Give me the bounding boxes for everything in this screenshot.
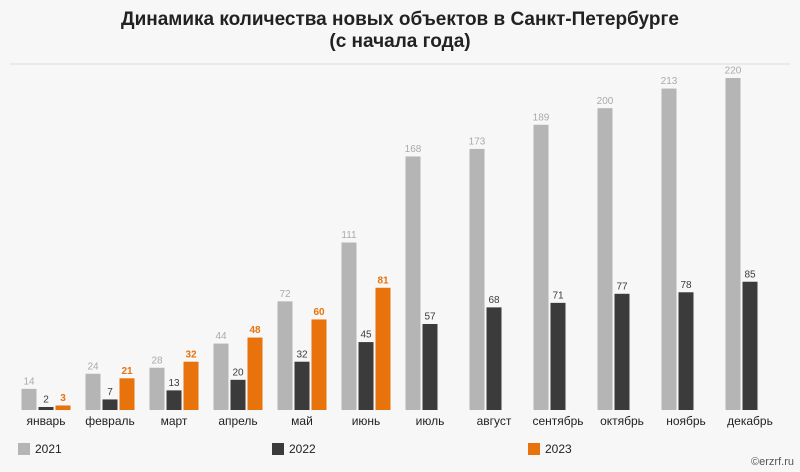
bar [230, 379, 246, 410]
bar [38, 406, 54, 410]
legend-swatch [528, 443, 540, 455]
value-label: 60 [313, 307, 325, 318]
value-label: 24 [87, 361, 99, 372]
bar [725, 78, 741, 410]
bar [661, 88, 677, 411]
x-tick-label: июль [416, 414, 445, 428]
x-tick-label: июнь [352, 414, 381, 428]
value-label: 20 [232, 367, 244, 378]
x-tick-label: август [477, 414, 512, 428]
bar [358, 342, 374, 410]
x-tick-label: март [161, 414, 188, 428]
x-tick-label: октябрь [600, 414, 644, 428]
value-label: 32 [296, 349, 308, 360]
value-label: 189 [533, 112, 550, 123]
bar [183, 361, 199, 410]
value-label: 21 [121, 366, 133, 377]
value-label: 81 [377, 275, 389, 286]
bar [247, 337, 263, 410]
bar [213, 343, 229, 410]
value-label: 44 [215, 331, 227, 342]
legend-swatch [18, 443, 30, 455]
value-label: 13 [168, 378, 180, 389]
bar [614, 293, 630, 410]
value-label: 28 [151, 355, 163, 366]
value-label: 57 [424, 312, 436, 323]
bar [375, 287, 391, 410]
bar [422, 323, 438, 410]
value-label: 48 [249, 325, 261, 336]
value-label: 173 [469, 137, 486, 148]
value-label: 213 [661, 76, 678, 87]
x-tick-label: декабрь [727, 414, 773, 428]
x-tick-label: ноябрь [666, 414, 706, 428]
value-label: 7 [107, 387, 113, 398]
value-label: 200 [597, 96, 614, 107]
bar [405, 156, 421, 410]
value-label: 3 [60, 393, 66, 404]
bar [533, 124, 549, 411]
bar [102, 399, 118, 410]
legend-swatch [272, 443, 284, 455]
chart-title: Динамика количества новых объектов в Сан… [121, 9, 679, 30]
x-tick-label: февраль [85, 414, 135, 428]
value-label: 2 [43, 395, 49, 406]
x-tick-label: январь [27, 414, 66, 428]
legend-label: 2023 [545, 442, 572, 456]
value-label: 68 [488, 295, 500, 306]
source: ©erzrf.ru [751, 456, 794, 468]
legend-label: 2021 [35, 442, 62, 456]
value-label: 72 [279, 289, 291, 300]
bar [277, 301, 293, 410]
bar [85, 373, 101, 410]
value-label: 85 [744, 269, 756, 280]
bar [469, 148, 485, 410]
value-label: 111 [341, 230, 357, 241]
x-tick-label: апрель [218, 414, 257, 428]
chart-subtitle: (с начала года) [329, 31, 470, 52]
bar [149, 367, 165, 410]
bar [55, 405, 71, 410]
value-label: 78 [680, 280, 692, 291]
value-label: 71 [552, 290, 564, 301]
value-label: 14 [23, 377, 35, 388]
bar [166, 390, 182, 410]
x-tick-label: сентябрь [532, 414, 583, 428]
value-label: 220 [725, 66, 742, 77]
value-label: 77 [616, 281, 628, 292]
bar [119, 378, 135, 410]
bar [21, 388, 37, 410]
bar [341, 242, 357, 410]
bar [294, 361, 310, 410]
legend-label: 2022 [289, 442, 316, 456]
bar [311, 319, 327, 410]
value-label: 45 [360, 330, 372, 341]
bar [742, 281, 758, 410]
bar [486, 307, 502, 410]
value-label: 32 [185, 349, 197, 360]
x-tick-label: май [291, 414, 313, 428]
bar [550, 302, 566, 410]
bar [597, 108, 613, 410]
bar [678, 292, 694, 410]
value-label: 168 [405, 144, 422, 155]
